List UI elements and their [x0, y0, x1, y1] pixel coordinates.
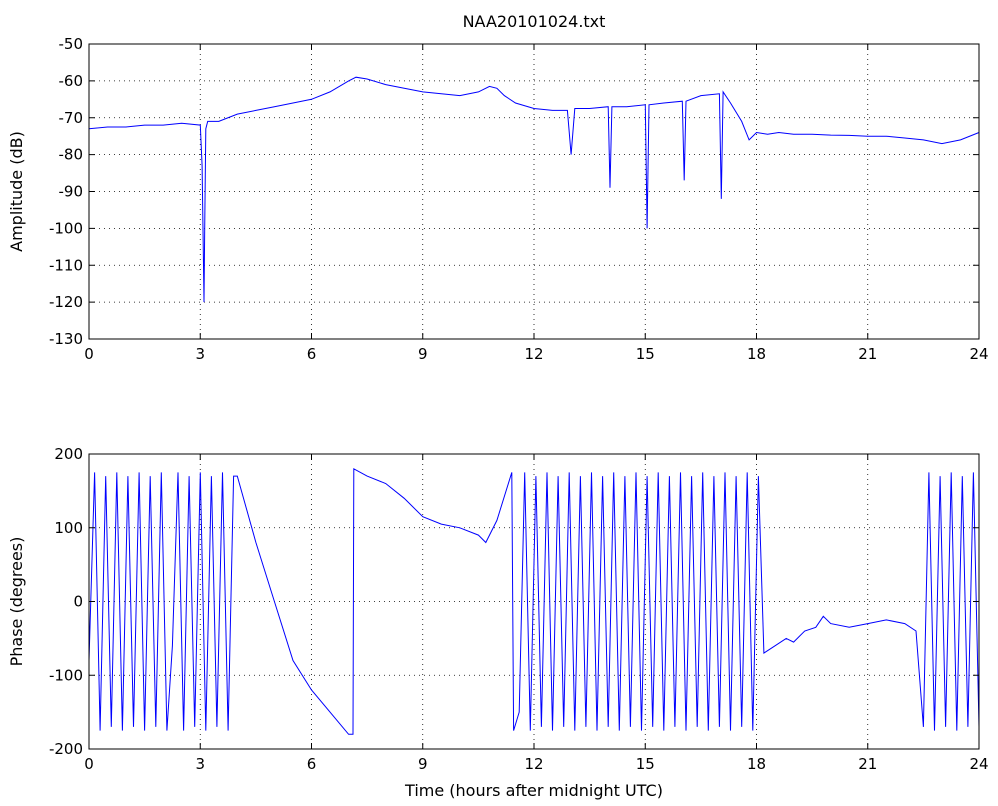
amplitude-series-line — [88, 76, 980, 303]
chart-title: NAA20101024.txt — [463, 12, 606, 31]
x-tick-label: 21 — [858, 755, 877, 773]
y-tick-label: -100 — [49, 219, 83, 237]
amplitude-axes: 0 3 6 9 12 15 18 21 24 -130 -120 -110 -100 -90 -80 -70 -… — [7, 35, 989, 363]
y-tick-label: -120 — [49, 293, 83, 311]
y-tick-label: -70 — [59, 109, 84, 127]
x-tick-label: 9 — [418, 755, 428, 773]
y-tick-label: -130 — [49, 330, 83, 348]
phase-ticks: 0 3 6 9 12 15 18 21 24 -200 -100 0 100 200 — [49, 445, 989, 773]
y-tick-label: 200 — [54, 445, 83, 463]
phase-grid — [89, 454, 979, 749]
x-tick-label: 24 — [969, 755, 988, 773]
y-tick-label: 0 — [73, 593, 83, 611]
x-tick-label: 18 — [747, 345, 766, 363]
amplitude-ylabel: Amplitude (dB) — [7, 131, 26, 252]
y-tick-label: -60 — [59, 72, 84, 90]
x-tick-label: 0 — [84, 755, 94, 773]
x-tick-label: 3 — [195, 345, 205, 363]
x-tick-label: 12 — [524, 345, 543, 363]
x-tick-label: 21 — [858, 345, 877, 363]
x-tick-label: 18 — [747, 755, 766, 773]
y-tick-label: -90 — [59, 183, 84, 201]
y-tick-label: -80 — [59, 146, 84, 164]
x-tick-label: 6 — [307, 755, 317, 773]
x-tick-label: 3 — [195, 755, 205, 773]
amplitude-grid — [89, 44, 979, 339]
x-tick-label: 6 — [307, 345, 317, 363]
y-tick-label: -50 — [59, 35, 84, 53]
x-tick-label: 12 — [524, 755, 543, 773]
amplitude-ticks: 0 3 6 9 12 15 18 21 24 -130 -120 -110 -100 -90 -80 -70 -… — [49, 35, 989, 363]
x-tick-label: 15 — [636, 755, 655, 773]
y-tick-label: -110 — [49, 256, 83, 274]
x-tick-label: 24 — [969, 345, 988, 363]
y-tick-label: -200 — [49, 740, 83, 758]
phase-ylabel: Phase (degrees) — [7, 537, 26, 667]
y-tick-label: -100 — [49, 666, 83, 684]
x-tick-label: 0 — [84, 345, 94, 363]
phase-axes: 0 3 6 9 12 15 18 21 24 -200 -100 0 100 200 Phase (deg… — [7, 445, 989, 800]
x-tick-label: 15 — [636, 345, 655, 363]
time-xlabel: Time (hours after midnight UTC) — [404, 781, 663, 800]
y-tick-label: 100 — [54, 519, 83, 537]
phase-series-line — [88, 467, 980, 735]
x-tick-label: 9 — [418, 345, 428, 363]
